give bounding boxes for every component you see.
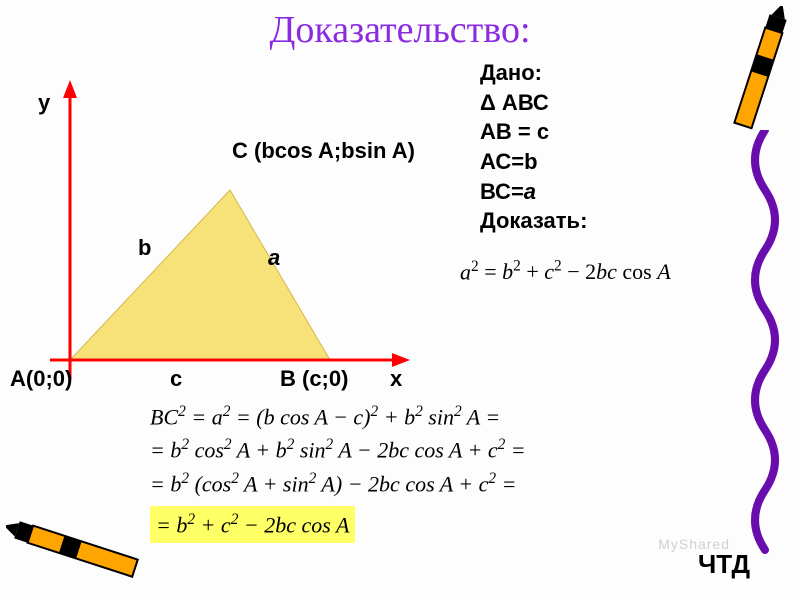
squiggle-decor [740, 130, 790, 560]
slide-title: Доказательство: [269, 8, 530, 52]
proof-block: BC2 = a2 = (b cos A − c)2 + b2 sin2 A = … [150, 400, 526, 543]
label-c: c [170, 366, 182, 392]
given-l1: Δ АВС [480, 88, 587, 118]
triangle-shape [70, 190, 330, 360]
label-b: b [138, 235, 151, 261]
given-block: Дано: Δ АВС АВ = с АС=b ВС=a Доказать: [480, 58, 587, 236]
label-B: В (с;0) [280, 366, 348, 392]
label-a: a [268, 245, 280, 271]
proof-result: = b2 + c2 − 2bc cos A [150, 506, 526, 543]
diagram-svg [0, 60, 420, 410]
x-axis-arrow [392, 353, 410, 367]
triangle-diagram: y x А(0;0) c В (с;0) С (bcos A;bsin A) b… [0, 60, 420, 400]
title-text: Доказательство: [269, 9, 530, 51]
crayon-icon [724, 6, 794, 146]
label-y: y [38, 90, 50, 116]
crayon-icon [6, 504, 146, 594]
watermark: MyShared [658, 536, 730, 552]
proof-line2: = b2 cos2 A + b2 sin2 A − 2bc cos A + c2… [150, 433, 526, 466]
given-l4: ВС=a [480, 177, 587, 207]
label-A: А(0;0) [10, 366, 72, 392]
proof-line3: = b2 (cos2 A + sin2 A) − 2bc cos A + c2 … [150, 467, 526, 500]
given-l3: АС=b [480, 147, 587, 177]
y-axis-arrow [63, 80, 77, 98]
given-l2: АВ = с [480, 117, 587, 147]
given-l5: Доказать: [480, 206, 587, 236]
label-C: С (bcos A;bsin A) [232, 138, 415, 164]
proof-line1: BC2 = a2 = (b cos A − c)2 + b2 sin2 A = [150, 400, 526, 433]
goal-rhs: = b2 + c2 − 2bc cos A [479, 259, 671, 284]
given-l0: Дано: [480, 58, 587, 88]
goal-formula: a2 = b2 + c2 − 2bc cos A [460, 258, 671, 285]
label-x: x [390, 366, 402, 392]
